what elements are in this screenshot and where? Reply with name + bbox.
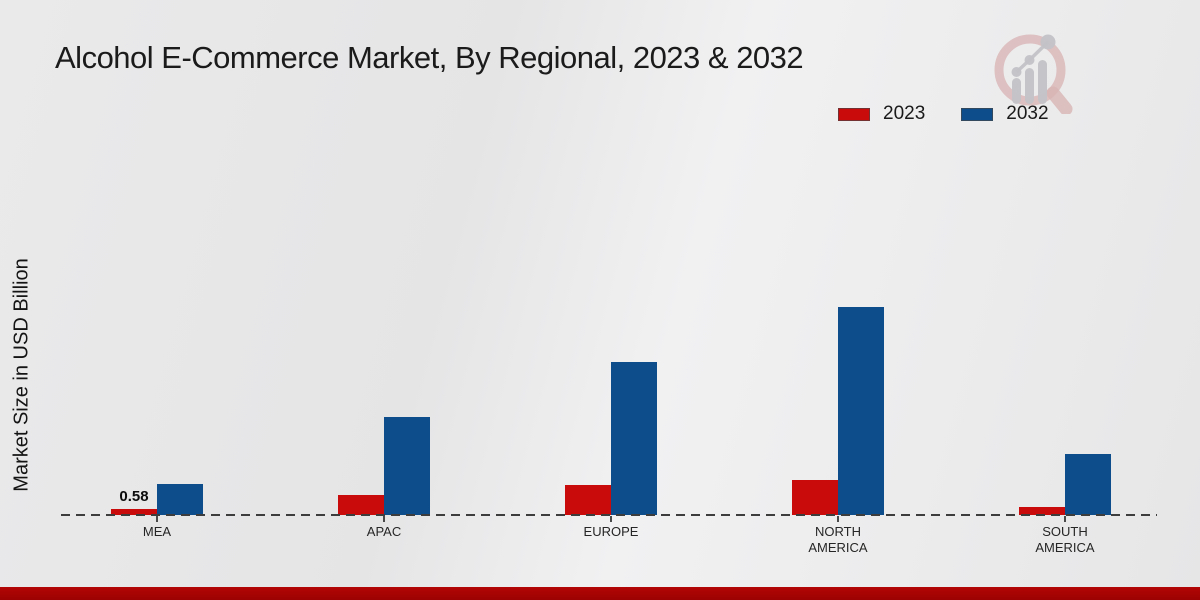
legend-label: 2032: [1006, 103, 1049, 124]
category-label-europe: EUROPE: [583, 524, 639, 539]
x-axis-tick-mea: [156, 516, 158, 522]
magnifier-bar-chart-logo-icon: [994, 34, 1073, 114]
legend-item-2032: 2032: [961, 103, 1049, 125]
bar-2032-south-america: [1065, 454, 1111, 515]
bar-2032-apac: [384, 416, 430, 515]
x-axis-tick-europe: [610, 516, 612, 522]
category-label-south-america: SOUTH AMERICA: [1035, 524, 1095, 555]
bar-2032-europe: [611, 362, 657, 515]
bar-2032-north-america: [838, 307, 884, 515]
footer-accent-bar: [0, 587, 1200, 600]
bar-2032-mea: [157, 484, 203, 515]
category-label-mea: MEA: [142, 524, 172, 539]
legend-item-2023: 2023: [838, 103, 925, 125]
legend-swatch-2023: [838, 107, 870, 121]
bar-2023-europe: [565, 485, 611, 515]
bar-2023-south-america: [1019, 506, 1065, 515]
legend-label: 2023: [883, 103, 926, 124]
chart-title: Alcohol E-Commerce Market, By Regional, …: [55, 40, 804, 75]
bar-2023-apac: [338, 494, 384, 515]
x-axis-tick-south-america: [1064, 516, 1066, 522]
bar-2023-mea: [111, 509, 157, 515]
x-axis-baseline: [61, 514, 1157, 516]
x-axis-tick-north-america: [837, 516, 839, 522]
y-axis-label: Market Size in USD Billion: [10, 258, 33, 492]
category-label-apac: APAC: [366, 524, 402, 539]
category-label-north-america: NORTH AMERICA: [808, 524, 868, 555]
bar-2023-north-america: [792, 479, 838, 515]
value-label-2023-mea: 0.58: [119, 488, 149, 505]
legend-swatch-2032: [961, 107, 994, 121]
legend: 2023 2032: [838, 103, 1049, 125]
x-axis-tick-apac: [383, 516, 385, 522]
